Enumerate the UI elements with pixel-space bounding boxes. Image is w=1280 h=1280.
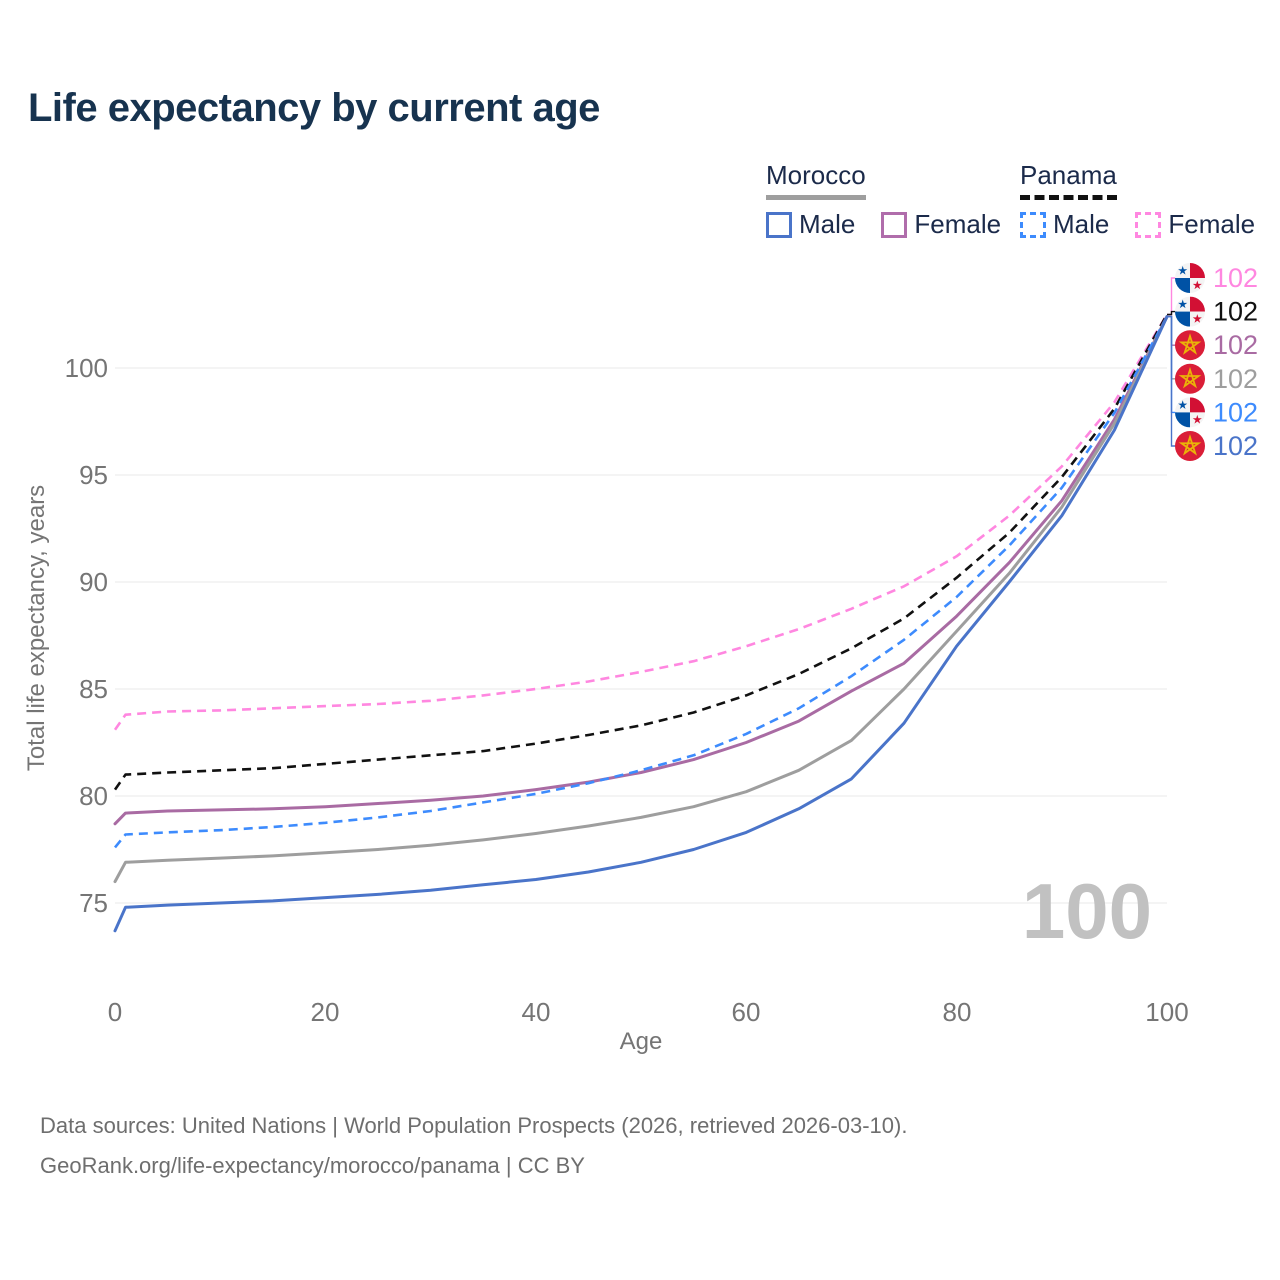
series-line-panama-both[interactable] — [113, 313, 1169, 791]
end-label-connector-panama-both — [1167, 310, 1177, 316]
y-axis-tick-labels: 100 95 90 85 80 75 — [65, 353, 108, 918]
series-line-morocco-male[interactable] — [113, 315, 1169, 933]
ytick-75: 75 — [79, 888, 108, 918]
legend-swatch-morocco-male[interactable] — [766, 211, 792, 238]
age-counter-watermark: 100 — [1022, 867, 1152, 955]
xtick-40: 40 — [522, 997, 551, 1027]
end-value-label-panama-female: 102 — [1213, 263, 1258, 293]
xtick-100: 100 — [1145, 997, 1188, 1027]
legend-item-panama-female[interactable]: Female — [1135, 209, 1255, 240]
panama-flag-icon — [1175, 397, 1205, 427]
legend-swatch-morocco-female[interactable] — [881, 211, 908, 238]
xtick-20: 20 — [311, 997, 340, 1027]
series-line-panama-female[interactable] — [113, 313, 1169, 731]
end-value-label-panama-male: 102 — [1213, 397, 1258, 427]
footer-attribution: GeoRank.org/life-expectancy/morocco/pana… — [40, 1153, 585, 1178]
legend-label-morocco-male: Male — [799, 209, 856, 239]
xtick-0: 0 — [108, 997, 122, 1027]
legend-group-morocco: Morocco Male Female — [766, 160, 1001, 240]
legend-item-morocco-female[interactable]: Female — [881, 209, 1001, 240]
legend-label-panama-female: Female — [1168, 209, 1256, 239]
legend-group-panama: Panama Male Female — [1020, 160, 1255, 240]
ytick-80: 80 — [79, 781, 108, 811]
end-value-label-morocco-male: 102 — [1213, 431, 1258, 461]
legend-swatch-panama-female[interactable] — [1135, 211, 1162, 238]
legend-item-panama-male[interactable]: Male — [1020, 209, 1109, 240]
series-line-morocco-both[interactable] — [113, 315, 1169, 884]
panama-flag-icon — [1175, 297, 1205, 327]
ytick-100: 100 — [65, 353, 108, 383]
xtick-60: 60 — [732, 997, 761, 1027]
ytick-90: 90 — [79, 567, 108, 597]
y-axis-title: Total life expectancy, years — [23, 485, 50, 771]
end-value-label-panama-both: 102 — [1213, 297, 1258, 327]
morocco-flag-icon — [1174, 430, 1206, 462]
gridlines — [115, 367, 1167, 904]
footer-data-sources: Data sources: United Nations | World Pop… — [40, 1113, 908, 1138]
legend-country-panama[interactable]: Panama — [1020, 160, 1117, 200]
legend-items-panama: Male Female — [1020, 209, 1255, 240]
legend-item-morocco-male[interactable]: Male — [766, 209, 855, 240]
legend-country-morocco[interactable]: Morocco — [766, 160, 866, 200]
page-title: Life expectancy by current age — [28, 86, 600, 130]
end-label-connector-morocco-male — [1167, 315, 1177, 447]
x-axis-title: Age — [620, 1028, 663, 1055]
series-layer — [113, 313, 1169, 933]
ytick-95: 95 — [79, 460, 108, 490]
panama-flag-icon — [1175, 263, 1205, 293]
end-value-label-morocco-both: 102 — [1213, 364, 1258, 394]
legend-swatch-panama-male[interactable] — [1020, 211, 1046, 238]
legend-items-morocco: Male Female — [766, 209, 1001, 240]
legend-label-morocco-female: Female — [914, 209, 1002, 239]
series-line-morocco-female[interactable] — [113, 315, 1169, 826]
ytick-85: 85 — [79, 674, 108, 704]
xtick-80: 80 — [943, 997, 972, 1027]
x-axis-tick-labels: 0 20 40 60 80 100 — [108, 997, 1189, 1027]
morocco-flag-icon — [1174, 362, 1206, 395]
morocco-flag-icon — [1174, 329, 1206, 362]
footer: Data sources: United Nations | World Pop… — [40, 1106, 907, 1186]
legend-label-panama-male: Male — [1053, 209, 1110, 239]
series-line-panama-male[interactable] — [113, 315, 1169, 849]
end-value-label-morocco-female: 102 — [1213, 330, 1258, 360]
